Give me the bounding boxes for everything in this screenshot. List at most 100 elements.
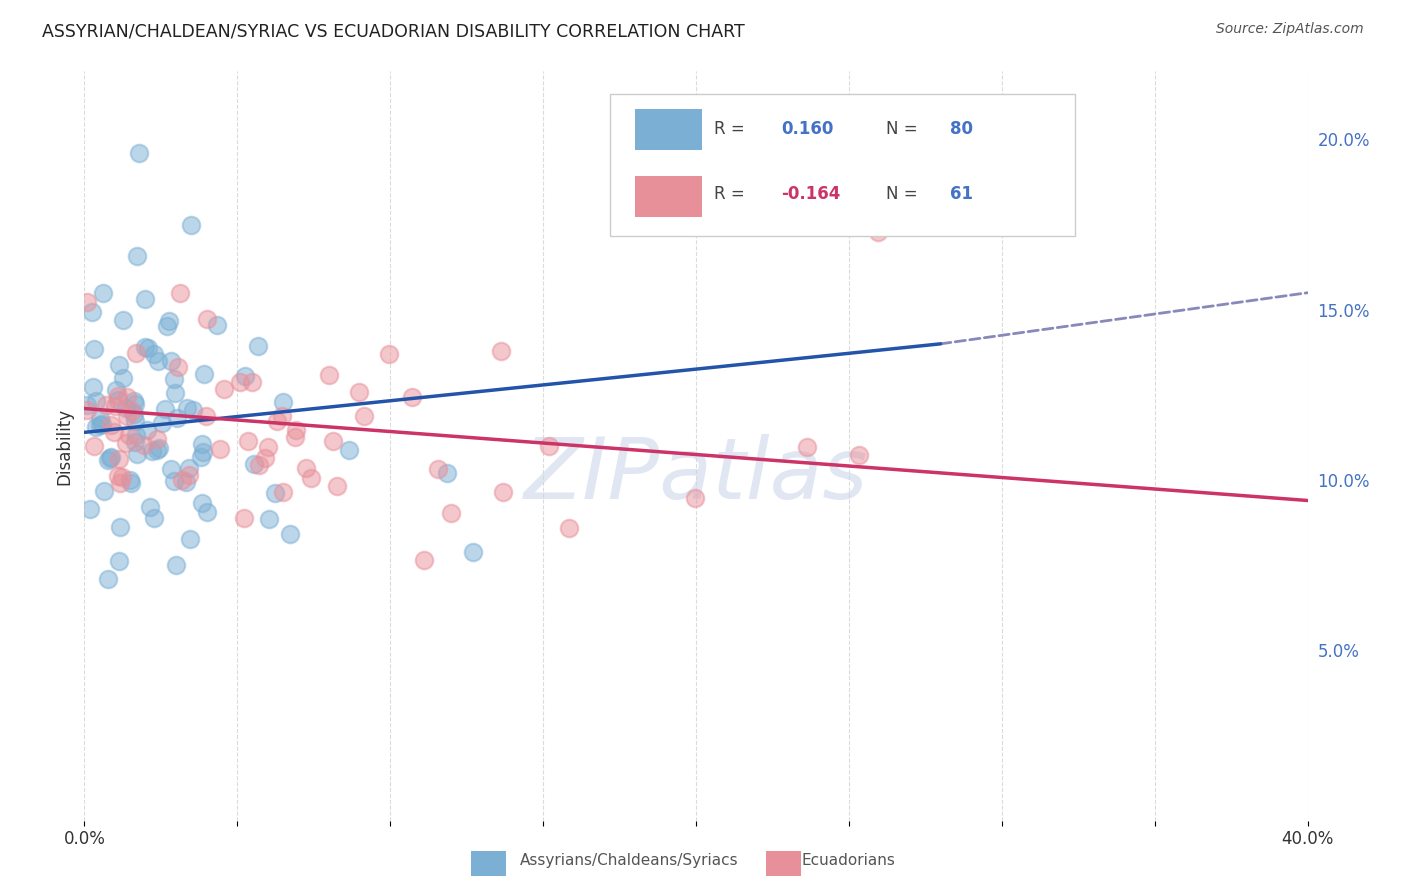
Point [118, 428, 141, 442]
Point [716, 218, 738, 232]
Point [243, 457, 266, 471]
Point [127, 447, 149, 461]
Point [326, 479, 349, 493]
Point [463, 545, 485, 559]
Point [124, 397, 146, 411]
Point [115, 409, 138, 423]
Point [558, 521, 581, 535]
Point [82, 380, 104, 394]
Point [107, 468, 129, 483]
Text: N =: N = [886, 186, 917, 203]
Text: Assyrians/Chaldeans/Syriacs: Assyrians/Chaldeans/Syriacs [520, 854, 738, 868]
Text: 80: 80 [950, 120, 973, 138]
Point [295, 461, 318, 475]
Point [111, 470, 134, 484]
Point [97, 453, 120, 467]
Point [537, 438, 560, 452]
Point [139, 500, 162, 514]
Point [108, 475, 131, 490]
Point [378, 347, 401, 361]
Point [866, 225, 889, 239]
Point [318, 368, 340, 382]
Point [284, 423, 307, 437]
Text: -0.164: -0.164 [782, 186, 841, 203]
Point [163, 372, 186, 386]
Point [177, 468, 200, 483]
Point [174, 475, 197, 489]
Point [108, 358, 131, 372]
Point [114, 401, 136, 415]
Point [179, 461, 201, 475]
Point [134, 340, 156, 354]
Point [229, 375, 252, 389]
Point [122, 393, 145, 408]
Text: R =: R = [714, 186, 745, 203]
Point [180, 218, 202, 232]
Point [143, 511, 166, 525]
Y-axis label: Disability: Disability [55, 408, 73, 484]
Point [166, 411, 188, 425]
Point [124, 414, 146, 428]
Point [134, 292, 156, 306]
Point [208, 442, 231, 456]
Point [141, 443, 163, 458]
Text: R =: R = [714, 120, 745, 138]
Point [115, 436, 138, 450]
Point [108, 519, 131, 533]
Point [353, 409, 375, 423]
Point [118, 473, 141, 487]
Point [264, 486, 287, 500]
Point [89, 418, 111, 433]
Point [349, 385, 371, 400]
Point [146, 433, 169, 447]
Point [278, 526, 301, 541]
Point [132, 438, 155, 452]
Point [195, 409, 218, 423]
Point [191, 445, 214, 459]
Point [167, 360, 190, 375]
Point [150, 416, 173, 430]
Point [84, 420, 107, 434]
Point [76, 398, 98, 412]
Point [427, 461, 450, 475]
Point [253, 451, 276, 466]
Point [257, 512, 280, 526]
Point [214, 382, 236, 396]
Point [96, 398, 118, 412]
Point [179, 533, 201, 547]
Point [172, 473, 194, 487]
Point [108, 452, 131, 467]
Text: ASSYRIAN/CHALDEAN/SYRIAC VS ECUADORIAN DISABILITY CORRELATION CHART: ASSYRIAN/CHALDEAN/SYRIAC VS ECUADORIAN D… [42, 22, 745, 40]
Point [247, 339, 270, 353]
Point [145, 443, 167, 458]
Point [439, 506, 461, 520]
Point [107, 554, 129, 568]
Point [111, 371, 134, 385]
Point [191, 436, 214, 450]
Point [176, 401, 198, 415]
Point [125, 427, 148, 442]
Point [266, 414, 288, 428]
Point [142, 346, 165, 360]
Point [136, 341, 159, 355]
Point [195, 312, 218, 326]
Point [299, 470, 322, 484]
Point [97, 572, 120, 586]
Point [271, 485, 294, 500]
FancyBboxPatch shape [610, 94, 1076, 236]
Point [91, 417, 114, 431]
Point [84, 394, 107, 409]
Point [271, 395, 294, 409]
Point [83, 439, 105, 453]
Text: 0.160: 0.160 [782, 120, 834, 138]
Point [183, 403, 205, 417]
Point [157, 314, 180, 328]
Point [337, 443, 360, 458]
Point [233, 368, 256, 383]
Text: Source: ZipAtlas.com: Source: ZipAtlas.com [1216, 22, 1364, 37]
Point [93, 483, 115, 498]
Point [103, 425, 125, 440]
Text: Ecuadorians: Ecuadorians [801, 854, 896, 868]
Point [271, 409, 294, 423]
Point [124, 434, 146, 449]
